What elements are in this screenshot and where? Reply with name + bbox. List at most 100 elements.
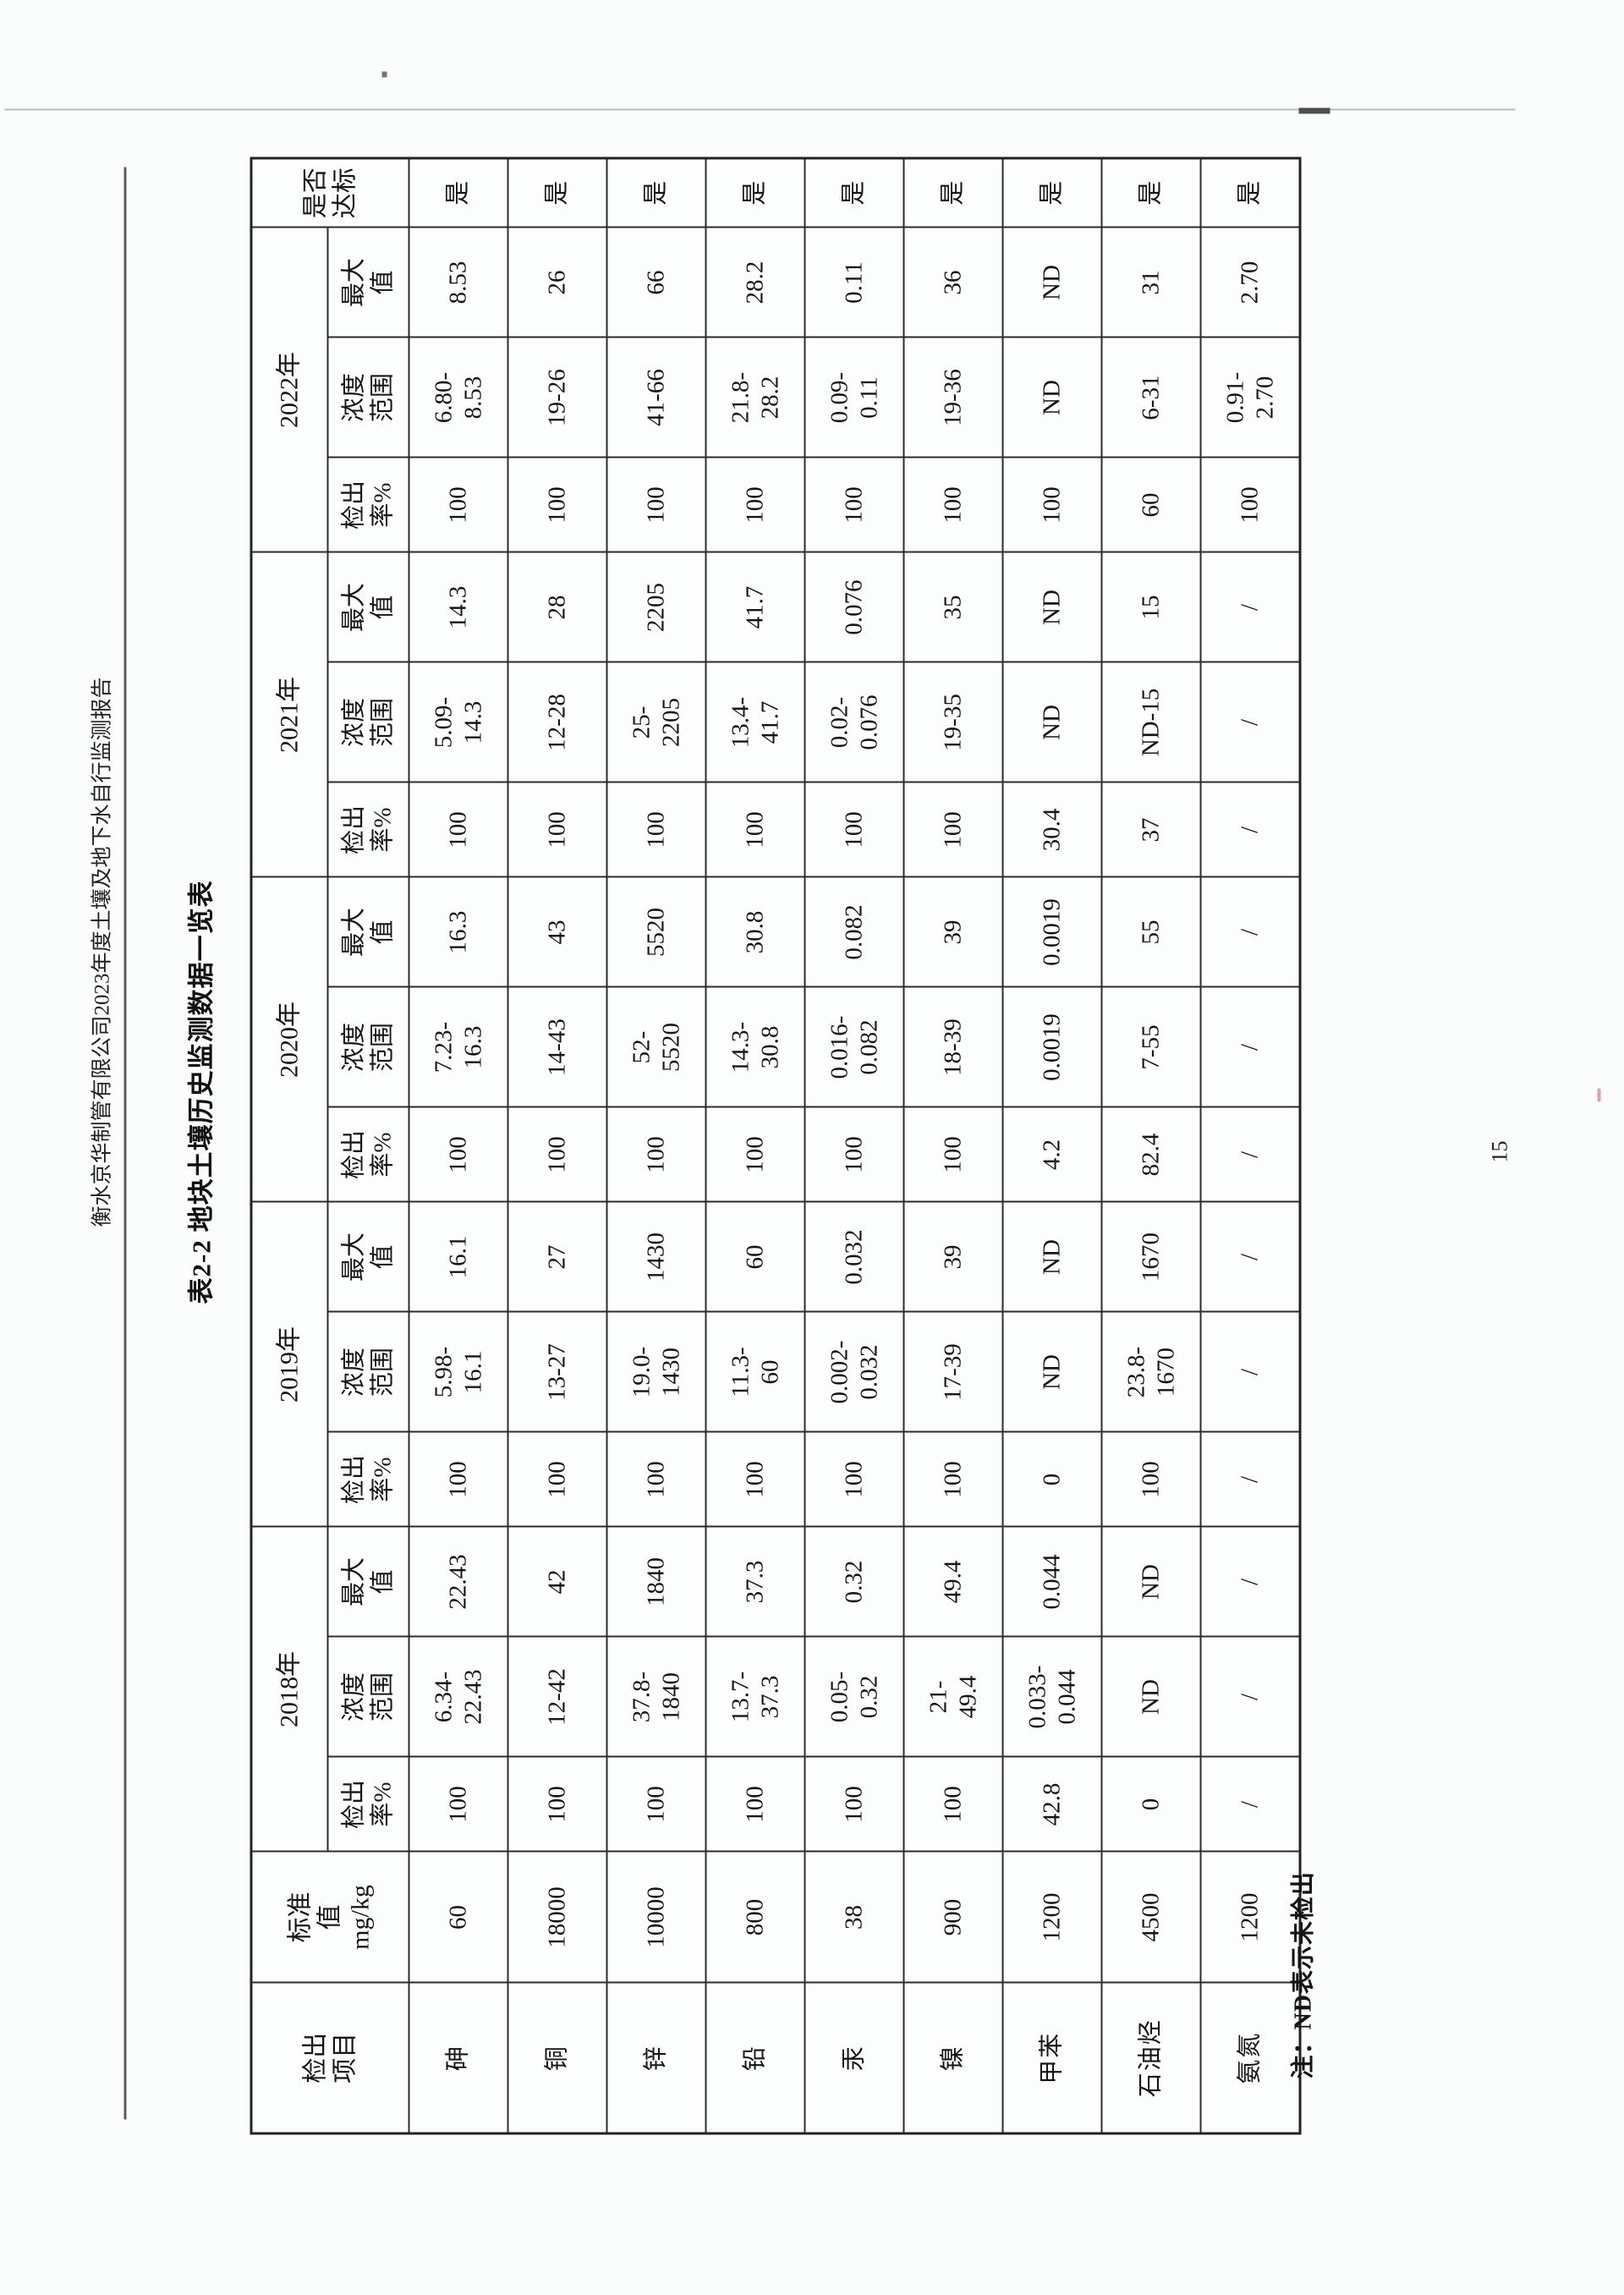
range-cell-2018: 0.033- 0.044 bbox=[1002, 1636, 1101, 1757]
rate-cell-2021: 100 bbox=[508, 782, 606, 877]
scan-edge-line-dark-segment bbox=[1298, 107, 1330, 113]
rate-cell-2022: 100 bbox=[1002, 457, 1101, 552]
max-cell-2020: 30.8 bbox=[705, 876, 804, 987]
rate-cell-2018: 100 bbox=[705, 1756, 804, 1852]
max-cell-2022: 0.11 bbox=[804, 227, 903, 338]
range-cell-2022: 19-36 bbox=[903, 337, 1002, 458]
standard-cell: 800 bbox=[705, 1851, 804, 1983]
range-cell-2018: 13.7- 37.3 bbox=[705, 1636, 804, 1757]
compliance-cell: 是 bbox=[1101, 157, 1200, 228]
header-year-2018: 2018年 bbox=[250, 1526, 327, 1852]
max-cell-2018: 22.43 bbox=[409, 1526, 508, 1637]
scan-edge-line bbox=[4, 108, 1515, 110]
rate-cell-2021: 30.4 bbox=[1002, 782, 1101, 877]
table-row: 石油烃 4500 0 ND ND 100 23.8- 1670 1670 82.4 7-55 55 3… bbox=[1101, 157, 1200, 2133]
rate-cell-2020: 82.4 bbox=[1101, 1106, 1200, 1202]
range-cell-2019: / bbox=[1200, 1311, 1300, 1432]
range-cell-2020: 52- 5520 bbox=[606, 986, 705, 1107]
range-cell-2019: 19.0- 1430 bbox=[606, 1311, 705, 1432]
max-cell-2022: 36 bbox=[903, 227, 1002, 338]
rate-cell-2021: / bbox=[1200, 782, 1300, 877]
range-cell-2022: 19-26 bbox=[508, 337, 606, 458]
max-cell-2018: 0.044 bbox=[1002, 1526, 1101, 1637]
max-cell-2022: 2.70 bbox=[1200, 227, 1300, 338]
rate-cell-2018: 100 bbox=[903, 1756, 1002, 1852]
rate-cell-2019: 100 bbox=[409, 1431, 508, 1527]
scan-speck bbox=[381, 71, 387, 77]
max-cell-2021: 35 bbox=[903, 552, 1002, 662]
max-cell-2018: 0.32 bbox=[804, 1526, 903, 1637]
range-cell-2021: 13.4- 41.7 bbox=[705, 662, 804, 782]
range-cell-2021: 0.02- 0.076 bbox=[804, 662, 903, 782]
rate-cell-2019: / bbox=[1200, 1431, 1300, 1527]
max-cell-2020: 0.0019 bbox=[1002, 876, 1101, 987]
header-item: 检出 项目 bbox=[250, 1982, 409, 2133]
rate-cell-2022: 100 bbox=[804, 457, 903, 552]
rate-cell-2021: 100 bbox=[606, 782, 705, 877]
range-cell-2020: / bbox=[1200, 986, 1300, 1107]
max-cell-2021: ND bbox=[1002, 552, 1101, 662]
max-cell-2019: ND bbox=[1002, 1201, 1101, 1312]
max-cell-2020: 43 bbox=[508, 876, 606, 987]
rate-cell-2019: 0 bbox=[1002, 1431, 1101, 1527]
max-cell-2022: 66 bbox=[606, 227, 705, 338]
max-cell-2019: 1670 bbox=[1101, 1201, 1200, 1312]
item-cell: 铅 bbox=[705, 1982, 804, 2133]
rate-cell-2022: 100 bbox=[903, 457, 1002, 552]
standard-cell: 900 bbox=[903, 1851, 1002, 1983]
header-sub-range: 浓度 范围 bbox=[327, 337, 409, 458]
max-cell-2020: 0.082 bbox=[804, 876, 903, 987]
rate-cell-2018: 100 bbox=[804, 1756, 903, 1852]
rate-cell-2022: 100 bbox=[1200, 457, 1300, 552]
rate-cell-2018: 100 bbox=[606, 1756, 705, 1852]
red-pen-mark bbox=[1597, 1088, 1600, 1101]
rate-cell-2018: 100 bbox=[508, 1756, 606, 1852]
rate-cell-2019: 100 bbox=[606, 1431, 705, 1527]
range-cell-2021: 19-35 bbox=[903, 662, 1002, 782]
standard-cell: 60 bbox=[409, 1851, 508, 1983]
max-cell-2020: 55 bbox=[1101, 876, 1200, 987]
compliance-cell: 是 bbox=[804, 157, 903, 228]
table-body: 砷 60 100 6.34- 22.43 22.43 100 5.98- 16.1 16.1 1… bbox=[409, 157, 1300, 2133]
range-cell-2018: 6.34- 22.43 bbox=[409, 1636, 508, 1757]
item-cell: 镍 bbox=[903, 1982, 1002, 2133]
header-standard: 标准 值 mg/kg bbox=[250, 1851, 409, 1983]
range-cell-2018: 21- 49.4 bbox=[903, 1636, 1002, 1757]
max-cell-2021: 41.7 bbox=[705, 552, 804, 662]
max-cell-2020: 16.3 bbox=[409, 876, 508, 987]
item-cell: 甲苯 bbox=[1002, 1982, 1101, 2133]
table-row: 铅 800 100 13.7- 37.3 37.3 100 11.3- 60 60 100 14.… bbox=[705, 157, 804, 2133]
rate-cell-2020: 100 bbox=[804, 1106, 903, 1202]
rate-cell-2020: 4.2 bbox=[1002, 1106, 1101, 1202]
table-row: 汞 38 100 0.05- 0.32 0.32 100 0.002- 0.032 0.032… bbox=[804, 157, 903, 2133]
header-sub-range: 浓度 范围 bbox=[327, 986, 409, 1107]
table-row: 砷 60 100 6.34- 22.43 22.43 100 5.98- 16.1 16.1 1… bbox=[409, 157, 508, 2133]
range-cell-2021: ND-15 bbox=[1101, 662, 1200, 782]
header-sub-rate: 检出 率% bbox=[327, 1431, 409, 1527]
max-cell-2020: / bbox=[1200, 876, 1300, 987]
item-cell: 石油烃 bbox=[1101, 1982, 1200, 2133]
max-cell-2021: / bbox=[1200, 552, 1300, 662]
rate-cell-2021: 100 bbox=[705, 782, 804, 877]
max-cell-2020: 39 bbox=[903, 876, 1002, 987]
range-cell-2019: 17-39 bbox=[903, 1311, 1002, 1432]
header-sub-range: 浓度 范围 bbox=[327, 662, 409, 782]
item-cell: 铜 bbox=[508, 1982, 606, 2133]
rate-cell-2018: / bbox=[1200, 1756, 1300, 1852]
rate-cell-2018: 100 bbox=[409, 1756, 508, 1852]
header-year-2020: 2020年 bbox=[250, 876, 327, 1202]
range-cell-2021: 12-28 bbox=[508, 662, 606, 782]
header-year-2021: 2021年 bbox=[250, 552, 327, 877]
compliance-cell: 是 bbox=[409, 157, 508, 228]
header-sub-max: 最大 值 bbox=[327, 876, 409, 987]
rate-cell-2019: 100 bbox=[1101, 1431, 1200, 1527]
compliance-cell: 是 bbox=[903, 157, 1002, 228]
table-row: 氨氮 1200// / / / / / / / / //100 0.91- 2.70 2.70 是 bbox=[1200, 157, 1300, 2133]
range-cell-2022: 21.8- 28.2 bbox=[705, 337, 804, 458]
range-cell-2020: 14.3- 30.8 bbox=[705, 986, 804, 1107]
item-cell: 锌 bbox=[606, 1982, 705, 2133]
rate-cell-2018: 0 bbox=[1101, 1756, 1200, 1852]
rate-cell-2022: 100 bbox=[409, 457, 508, 552]
max-cell-2020: 5520 bbox=[606, 876, 705, 987]
